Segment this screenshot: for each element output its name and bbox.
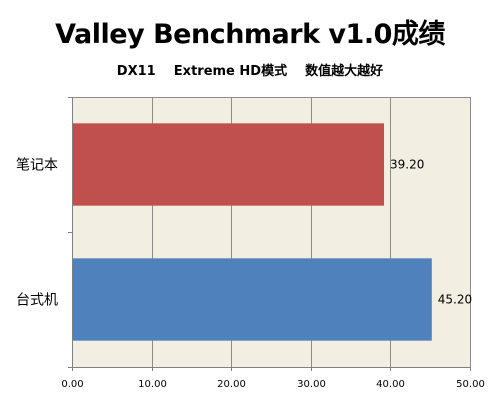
bar <box>73 123 385 206</box>
x-tick-label: 0.00 <box>61 379 83 390</box>
x-tick-label: 10.00 <box>138 379 167 390</box>
x-tick-label: 50.00 <box>456 379 485 390</box>
bar <box>73 258 432 341</box>
category-label: 台式机 <box>16 293 58 309</box>
category-label: 笔记本 <box>16 158 58 174</box>
x-tick-label: 40.00 <box>376 379 405 390</box>
chart-subtitle: DX11 Extreme HD模式 数值越大越好 <box>116 64 384 79</box>
data-label: 45.20 <box>438 293 472 307</box>
data-label: 39.20 <box>390 158 424 172</box>
x-tick-label: 30.00 <box>297 379 326 390</box>
chart-title: Valley Benchmark v1.0成绩 <box>55 19 445 50</box>
x-tick-label: 20.00 <box>217 379 246 390</box>
